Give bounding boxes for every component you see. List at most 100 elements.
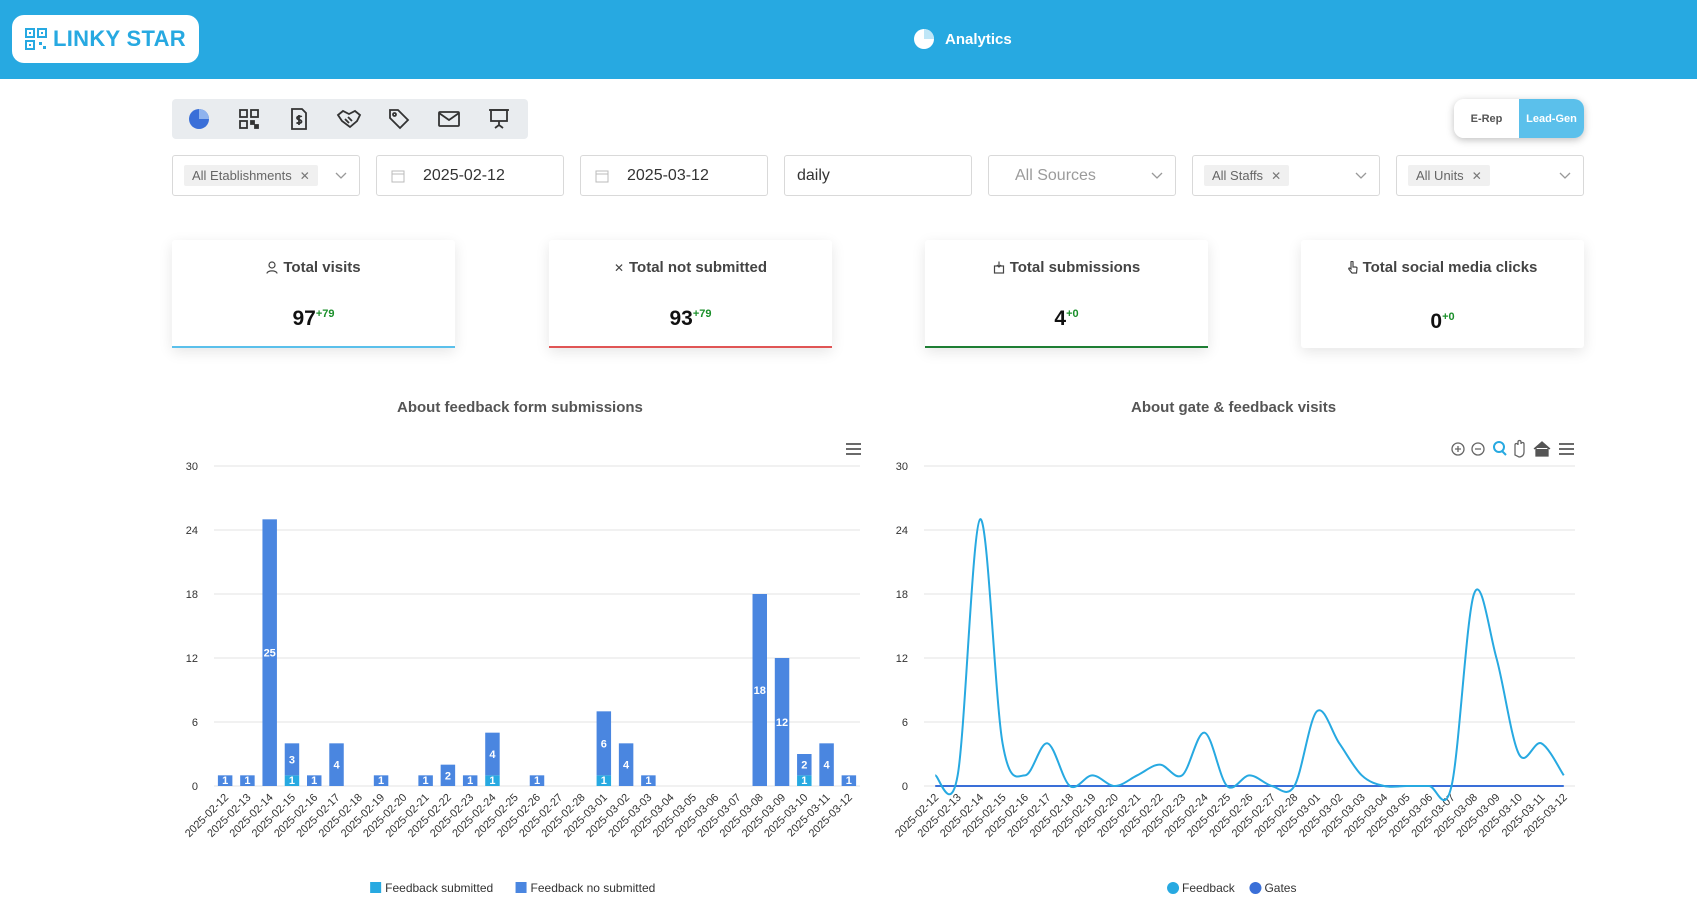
remove-tag-icon[interactable]: ✕: [1471, 168, 1482, 183]
bar: [307, 775, 322, 786]
bar: [596, 775, 612, 786]
bar: [462, 775, 478, 786]
bar: [485, 775, 500, 786]
bar-chart-title: About feedback form submissions: [397, 399, 643, 416]
stat-card-value: 4+0: [1054, 307, 1079, 330]
establishments-select[interactable]: All Etablishments ✕: [172, 155, 360, 196]
legend-marker: [515, 882, 527, 893]
granularity-value: daily: [797, 166, 830, 184]
staffs-select[interactable]: All Staffs ✕: [1192, 155, 1380, 196]
units-tag-label: All Units: [1416, 168, 1464, 183]
bar-data-label: 6: [601, 738, 607, 750]
qr-code-icon[interactable]: [236, 106, 262, 132]
page-title-text: Analytics: [945, 30, 1012, 48]
pan-icon[interactable]: [1514, 439, 1525, 458]
y-tick-label: 18: [896, 589, 908, 601]
mode-leadgen-button[interactable]: Lead-Gen: [1519, 99, 1584, 138]
staffs-tag-label: All Staffs: [1212, 168, 1264, 183]
stat-card-accent: [925, 346, 1208, 348]
chart-menu-icon[interactable]: [1559, 443, 1574, 455]
bar: [440, 764, 456, 786]
stat-card-visits: Total visits 97+79: [172, 240, 455, 348]
bar-data-label: 4: [333, 760, 340, 772]
remove-tag-icon[interactable]: ✕: [1271, 168, 1282, 183]
remove-tag-icon[interactable]: ✕: [299, 168, 310, 183]
brand-logo[interactable]: LINKY STAR: [12, 15, 199, 63]
chart-menu-icon[interactable]: [845, 442, 863, 456]
zoom-in-icon[interactable]: [1451, 442, 1465, 456]
bar-data-label: 1: [467, 775, 473, 787]
calendar-icon: [595, 170, 609, 182]
money-receipt-icon[interactable]: [286, 106, 312, 132]
stat-card-title: Total social media clicks: [1301, 259, 1584, 276]
y-tick-label: 30: [186, 461, 198, 473]
stat-card-value: 97+79: [292, 307, 335, 330]
sources-placeholder: All Sources: [1015, 166, 1096, 184]
chevron-down-icon: [1151, 172, 1163, 179]
y-tick-label: 24: [896, 525, 908, 537]
sources-select[interactable]: All Sources: [988, 155, 1176, 196]
line-chart-title: About gate & feedback visits: [1131, 399, 1337, 416]
logo-mark-icon: [25, 28, 47, 50]
pointer-icon: [1347, 261, 1358, 274]
legend-label: Feedback: [1182, 881, 1236, 895]
y-tick-label: 0: [192, 781, 198, 793]
bar: [240, 775, 255, 786]
bar: [641, 775, 656, 786]
stat-card-delta: +79: [315, 308, 335, 320]
bar-data-label: 12: [776, 717, 788, 729]
bar-data-label: 1: [311, 775, 317, 787]
mail-icon[interactable]: [436, 106, 462, 132]
chevron-down-icon: [1355, 172, 1367, 179]
y-tick-label: 12: [896, 653, 908, 665]
bar: [596, 711, 612, 776]
stat-card-title: Total submissions: [925, 259, 1208, 276]
section-toolbar: [172, 99, 528, 139]
tag-icon[interactable]: [386, 106, 412, 132]
bar-data-label: 1: [423, 775, 429, 787]
bar-data-label: 25: [264, 648, 276, 660]
staffs-tag: All Staffs ✕: [1204, 165, 1290, 186]
reset-zoom-icon[interactable]: [1533, 441, 1551, 457]
bar: [618, 743, 634, 786]
date-to-input[interactable]: 2025-03-12: [580, 155, 768, 196]
date-to-value: 2025-03-12: [627, 166, 709, 184]
bar-data-label: 1: [222, 775, 228, 787]
stat-card-value: 93+79: [669, 307, 712, 330]
bar: [841, 775, 857, 786]
bar: [797, 754, 812, 776]
stat-card-delta: +79: [692, 308, 712, 320]
legend-marker: [370, 882, 382, 893]
bar: [329, 743, 344, 786]
zoom-out-icon[interactable]: [1471, 442, 1485, 456]
series-line: [934, 518, 1565, 802]
selection-zoom-icon[interactable]: [1493, 441, 1507, 456]
bar: [418, 775, 433, 786]
stat-card-accent: [549, 346, 832, 348]
pie-chart-icon: [914, 29, 934, 49]
inbox-icon: [993, 261, 1004, 274]
establishments-tag: All Etablishments ✕: [184, 165, 318, 186]
bar-data-label: 1: [846, 775, 852, 787]
units-tag: All Units ✕: [1408, 165, 1490, 186]
date-from-input[interactable]: 2025-02-12: [376, 155, 564, 196]
y-tick-label: 24: [186, 525, 198, 537]
bar: [262, 519, 277, 786]
line-chart: 06121824302025-02-122025-02-132025-02-14…: [893, 439, 1575, 895]
y-tick-label: 6: [192, 717, 198, 729]
handshake-icon[interactable]: [336, 106, 362, 132]
pie-chart-icon[interactable]: [186, 106, 212, 132]
stat-card-not-submitted: ✕ Total not submitted 93+79: [549, 240, 832, 348]
legend-marker: [1167, 882, 1180, 894]
stat-card-title: ✕ Total not submitted: [613, 259, 768, 276]
bar-chart: 06121824302025-02-122025-02-132025-02-14…: [183, 442, 863, 895]
legend-label: Feedback no submitted: [531, 881, 656, 895]
stat-card-delta: +0: [1066, 308, 1079, 320]
legend-label: Gates: [1264, 881, 1296, 895]
mode-erep-button[interactable]: E-Rep: [1454, 99, 1519, 138]
stat-card-title: Total visits: [172, 259, 455, 276]
granularity-input[interactable]: daily: [784, 155, 972, 196]
bar: [774, 658, 790, 786]
units-select[interactable]: All Units ✕: [1396, 155, 1584, 196]
presentation-icon[interactable]: [486, 106, 512, 132]
